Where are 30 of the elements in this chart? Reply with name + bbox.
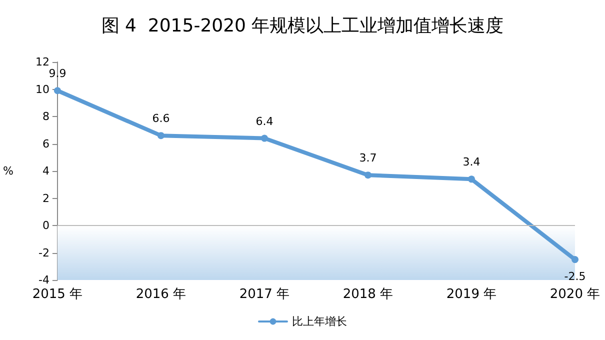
chart-title: 图 4 2015-2020 年规模以上工业增加值增长速度 bbox=[101, 16, 504, 36]
y-tick-label: -2 bbox=[38, 246, 50, 260]
y-tick-label: 8 bbox=[42, 110, 50, 123]
x-tick-label: 2020 年 bbox=[550, 287, 600, 302]
x-tick-label: 2019 年 bbox=[446, 287, 497, 302]
x-tick-label: 2018 年 bbox=[342, 287, 394, 302]
data-label: 6.6 bbox=[152, 112, 170, 126]
legend-label: 比上年增长 bbox=[292, 315, 347, 328]
point bbox=[157, 132, 164, 140]
point bbox=[572, 256, 578, 264]
point bbox=[468, 176, 475, 183]
data-label: 9.9 bbox=[48, 67, 66, 80]
y-tick-label: 0 bbox=[42, 219, 50, 232]
x-tick-label: 2015 年 bbox=[32, 287, 83, 302]
y-axis-title: % bbox=[3, 164, 14, 178]
y-tick-label: 6 bbox=[42, 137, 50, 150]
point bbox=[54, 87, 61, 94]
data-label: 3.4 bbox=[462, 156, 480, 169]
data-label: 3.7 bbox=[359, 152, 377, 165]
data-label: 6.4 bbox=[256, 114, 274, 128]
y-tick-label: 2 bbox=[42, 192, 50, 205]
y-tick-label: 10 bbox=[35, 82, 50, 96]
x-tick-label: 2016 年 bbox=[136, 287, 186, 302]
y-tick-label: -4 bbox=[38, 274, 50, 286]
data-label: -2.5 bbox=[564, 270, 586, 284]
x-tick-label: 2017 年 bbox=[239, 287, 290, 302]
y-tick-label: 4 bbox=[42, 164, 50, 178]
y-tick-label: 12 bbox=[35, 56, 50, 68]
point bbox=[260, 134, 268, 142]
point bbox=[364, 172, 372, 179]
